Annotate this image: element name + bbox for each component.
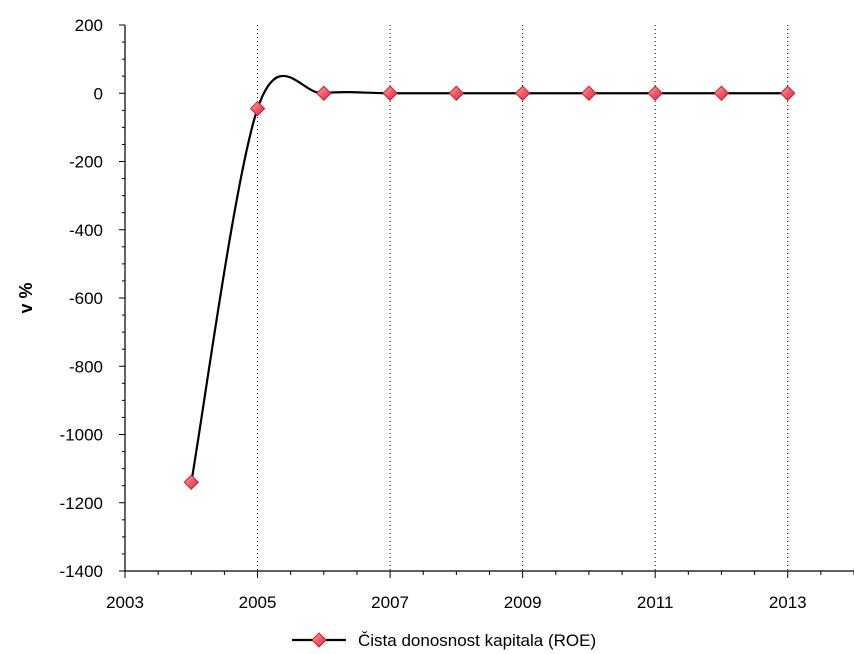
data-point-marker xyxy=(316,85,332,101)
x-tick-label: 2005 xyxy=(239,593,277,612)
data-point-marker xyxy=(249,100,266,117)
x-tick-label: 2003 xyxy=(106,593,144,612)
data-point-marker xyxy=(514,85,531,101)
data-point-marker xyxy=(382,85,398,101)
x-tick-label: 2009 xyxy=(504,593,542,612)
plot-area xyxy=(125,25,854,571)
y-tick-label: -600 xyxy=(69,289,103,308)
legend-label: Čista donosnost kapitala (ROE) xyxy=(358,631,596,650)
legend-marker xyxy=(311,632,327,648)
y-tick-label: -400 xyxy=(69,221,103,240)
y-axis-title: v % xyxy=(16,282,36,313)
y-tick-label: -1000 xyxy=(60,426,103,445)
y-tick-label: 0 xyxy=(94,84,103,103)
y-tick-label: -800 xyxy=(69,357,103,376)
y-tick-label: 200 xyxy=(75,16,103,35)
x-tick-label: 2011 xyxy=(637,593,674,612)
x-tick-label: 2007 xyxy=(371,593,409,612)
y-tick-label: -200 xyxy=(69,153,103,172)
series-layer xyxy=(183,74,796,490)
data-point-marker xyxy=(780,85,796,101)
data-point-marker xyxy=(183,474,199,490)
legend: Čista donosnost kapitala (ROE) xyxy=(292,631,596,650)
x-tick-label: 2013 xyxy=(769,593,807,612)
data-point-marker xyxy=(647,85,663,101)
data-point-marker xyxy=(581,85,597,101)
data-point-marker xyxy=(713,85,730,101)
grid-layer xyxy=(257,25,789,571)
y-tick-label: -1400 xyxy=(60,562,103,581)
data-point-marker xyxy=(448,85,465,101)
y-tick-label: -1200 xyxy=(60,494,103,513)
